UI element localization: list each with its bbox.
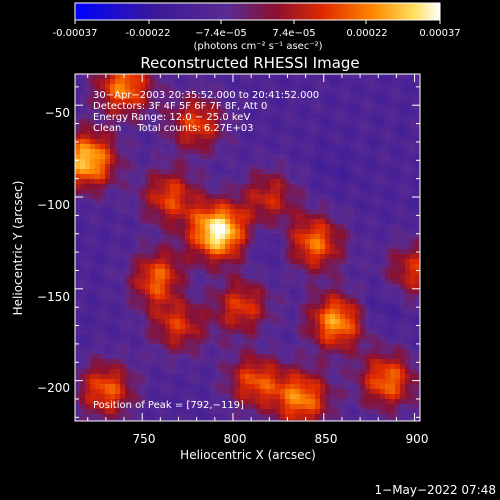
x-axis-label: Heliocentric X (arcsec) — [180, 448, 316, 462]
colorbar-tick-label-2: −7.4e−05 — [195, 28, 247, 39]
y-tick-label-neg50: −50 — [45, 106, 70, 120]
annotation-total-counts: Clean Total counts: 6.27E+03 — [93, 123, 253, 134]
annotation-time-range: 30−Apr−2003 20:35:52.000 to 20:41:52.000 — [93, 90, 319, 101]
heatmap — [75, 74, 420, 421]
colorbar-units: (photons cm⁻² s⁻¹ asec⁻²) — [193, 41, 322, 52]
x-tick-label-850: 850 — [315, 432, 338, 446]
colorbar-tick-label-4: 0.00022 — [346, 28, 387, 39]
colorbar-ticks — [74, 20, 441, 24]
x-tick-label-750: 750 — [133, 432, 156, 446]
colorbar: -0.00037 -0.00022 −7.4e−05 7.4e−05 0.000… — [53, 2, 461, 52]
colorbar-tick-label-3: 7.4e−05 — [272, 28, 315, 39]
colorbar-tick-label-0: -0.00037 — [53, 28, 98, 39]
colorbar-tick-label-5: 0.00037 — [419, 28, 460, 39]
x-tick-label-900: 900 — [406, 432, 429, 446]
y-tick-label-neg100: −100 — [37, 198, 70, 212]
colorbar-tick-label-1: -0.00022 — [126, 28, 171, 39]
annotation-energy-range: Energy Range: 12.0 − 25.0 keV — [93, 112, 250, 123]
axis-ticks — [75, 74, 420, 421]
annotation-detectors: Detectors: 3F 4F 5F 6F 7F 8F, Att 0 — [93, 101, 267, 112]
y-tick-label-neg200: −200 — [37, 381, 70, 395]
chart-title: Reconstructed RHESSI Image — [140, 54, 359, 72]
timestamp: 1−May−2022 07:48 — [375, 483, 497, 497]
annotation-peak-position: Position of Peak = [792,−119] — [93, 400, 244, 411]
x-tick-label-800: 800 — [224, 432, 247, 446]
colorbar-gradient — [74, 2, 441, 21]
y-tick-label-neg150: −150 — [37, 290, 70, 304]
plot-frame — [74, 73, 421, 422]
y-axis-label: Heliocentric Y (arcsec) — [11, 181, 25, 316]
